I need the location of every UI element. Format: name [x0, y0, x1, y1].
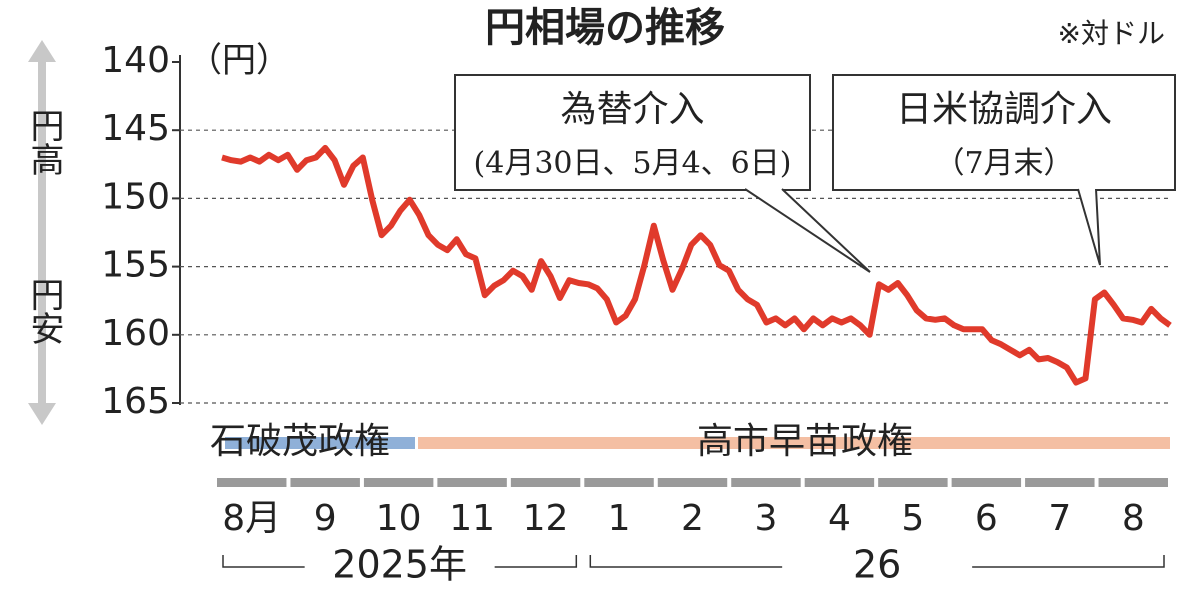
note: ※対ドル: [1058, 17, 1165, 50]
regime-bar: [225, 437, 415, 449]
annotation-pointer: [1077, 188, 1101, 266]
x-tick-label: 8: [1122, 498, 1145, 539]
month-bar: [951, 478, 1022, 487]
annotation-text: （7月末）: [934, 146, 1073, 181]
annotation-pointer: [744, 188, 871, 273]
annotation-text: 為替介入: [560, 89, 704, 130]
unit-label: （円）: [188, 41, 290, 81]
y-tick-label: 150: [101, 176, 170, 217]
month-bar: [657, 478, 728, 487]
y-side-label: 円安: [24, 277, 64, 345]
year-bracket: [589, 555, 1165, 568]
annotation-text: 日米協調介入: [896, 89, 1112, 130]
month-bar: [584, 478, 654, 487]
year-label: 2025年: [332, 543, 467, 587]
chart-title: 円相場の推移: [485, 5, 725, 51]
month-bar: [363, 478, 434, 487]
month-bar: [1025, 478, 1095, 487]
x-tick-label: 3: [755, 498, 778, 539]
year-bracket: [222, 555, 578, 568]
regime-label: 石破茂政権: [210, 421, 390, 462]
x-tick-label: 10: [376, 498, 422, 539]
x-tick-label: 7: [1048, 498, 1071, 539]
y-tick-label: 145: [101, 108, 170, 149]
regime-label: 高市早苗政権: [697, 421, 913, 462]
x-tick-label: 2: [681, 498, 704, 539]
x-tick-label: 9: [314, 498, 337, 539]
annotation-box: [832, 74, 1176, 191]
y-tick-label: 155: [101, 245, 170, 286]
price-line: [221, 144, 1172, 386]
month-bar: [290, 478, 360, 487]
month-bar: [217, 478, 287, 487]
month-bar: [804, 478, 875, 487]
annotation-box: [454, 74, 811, 191]
y-tick-label: 160: [101, 313, 170, 354]
x-tick-label: 1: [608, 498, 631, 539]
x-tick-label: 4: [828, 498, 851, 539]
x-tick-label: 8月: [222, 498, 281, 539]
x-tick-label: 5: [901, 498, 924, 539]
annotation-text: (4月30日、5月4、6日): [474, 146, 792, 181]
y-tick-label: 140: [101, 40, 170, 81]
month-bar: [878, 478, 948, 487]
x-tick-label: 6: [975, 498, 998, 539]
x-tick-label: 12: [523, 498, 569, 539]
month-bar: [731, 478, 801, 487]
month-bar: [510, 478, 581, 487]
y-side-label: 円高: [24, 108, 64, 176]
x-tick-label: 11: [449, 498, 495, 539]
y-tick-label: 165: [101, 381, 170, 422]
year-label: 26: [853, 543, 901, 587]
month-bar: [1098, 478, 1168, 487]
month-bar: [437, 478, 507, 487]
regime-bar: [418, 437, 1170, 449]
